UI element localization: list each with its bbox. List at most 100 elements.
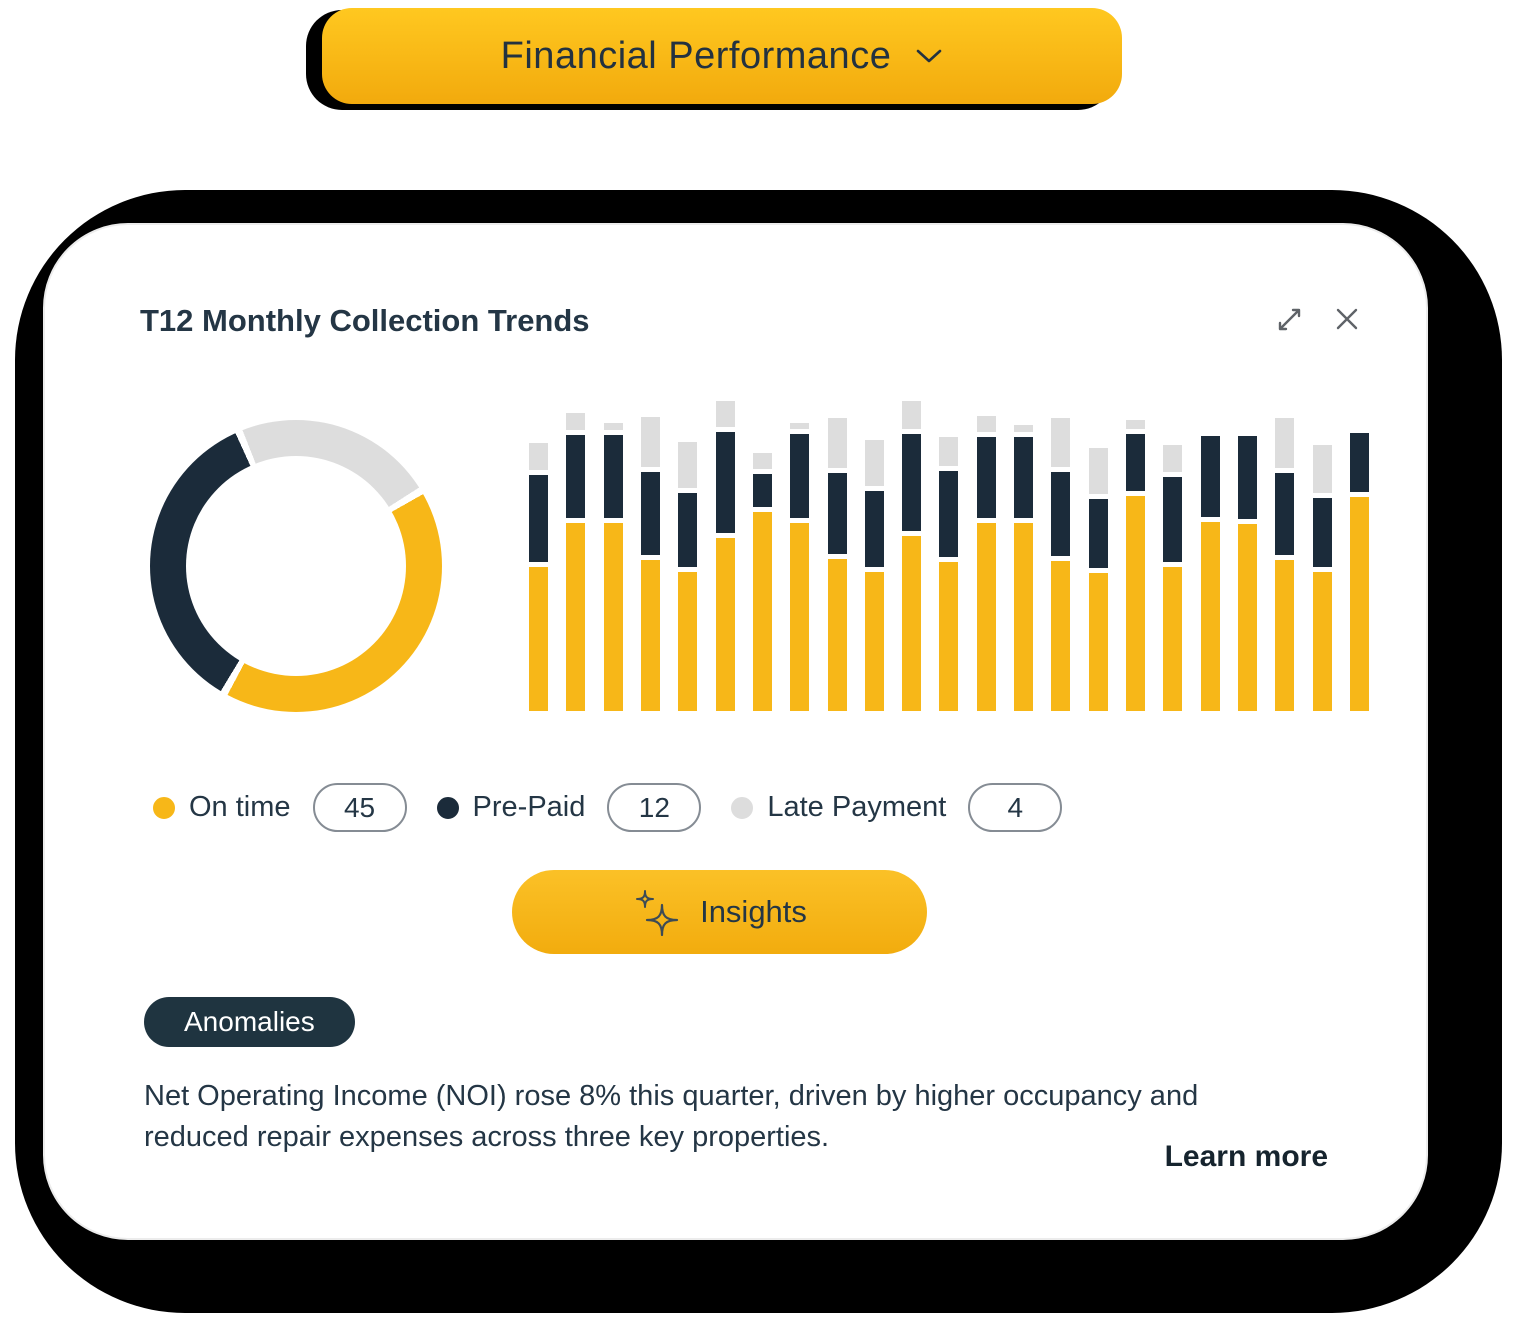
stacked-bar [1163, 445, 1183, 711]
payment-status-donut-chart [150, 420, 442, 712]
bar-segment-on-time [939, 562, 959, 711]
legend-label: On time [189, 791, 291, 823]
stacked-bar [902, 401, 922, 711]
bar-segment-on-time [678, 572, 698, 711]
financial-performance-button[interactable]: Financial Performance [322, 8, 1122, 104]
bar-segment-pre-paid [603, 435, 623, 518]
legend-label: Pre-Paid [472, 791, 586, 823]
bar-segment-late-payment [1014, 425, 1034, 432]
bar-segment-on-time [902, 536, 922, 711]
bar-segment-late-payment [864, 440, 884, 486]
bar-segment-late-payment [640, 417, 660, 467]
bar-segment-on-time [790, 523, 810, 711]
bar-segment-on-time [976, 523, 996, 711]
monthly-collections-bar-chart [529, 392, 1369, 711]
card-title: T12 Monthly Collection Trends [140, 303, 590, 338]
bar-segment-on-time [715, 538, 735, 711]
bar-segment-late-payment [603, 423, 623, 430]
legend-label: Late Payment [767, 791, 947, 823]
bar-segment-pre-paid [1014, 437, 1034, 518]
bar-segment-on-time [1349, 497, 1369, 711]
anomalies-badge: Anomalies [144, 997, 355, 1047]
bar-segment-late-payment [939, 437, 959, 466]
bar-segment-on-time [827, 559, 847, 711]
sparkles-icon [636, 890, 679, 936]
legend-item-late-payment[interactable]: Late Payment 4 [731, 783, 1063, 832]
bar-segment-pre-paid [976, 437, 996, 518]
bar-segment-pre-paid [1088, 499, 1108, 568]
bar-segment-late-payment [529, 443, 548, 470]
bar-segment-on-time [1051, 561, 1071, 711]
stacked-bar [1349, 433, 1369, 711]
stacked-bar [939, 437, 959, 711]
bar-segment-on-time [1200, 522, 1220, 711]
legend-count-badge: 45 [312, 783, 407, 832]
close-button[interactable] [1325, 297, 1369, 341]
bar-segment-on-time [1126, 496, 1145, 711]
bar-segment-pre-paid [529, 475, 548, 562]
expand-button[interactable] [1267, 297, 1311, 341]
stacked-bar [715, 401, 735, 711]
bar-segment-pre-paid [790, 434, 810, 518]
bar-segment-pre-paid [939, 471, 959, 557]
learn-more-link[interactable]: Learn more [1164, 1140, 1328, 1173]
insights-label: Insights [700, 894, 807, 929]
chevron-down-icon [917, 49, 942, 62]
bar-segment-pre-paid [752, 474, 772, 507]
bar-segment-late-payment [1312, 445, 1332, 493]
stacked-bar [566, 413, 586, 711]
bar-segment-late-payment [566, 413, 586, 430]
legend-item-on-time[interactable]: On time 45 [153, 783, 407, 832]
stacked-bar [529, 443, 548, 711]
bar-segment-late-payment [790, 423, 810, 429]
bar-segment-late-payment [752, 453, 772, 469]
bar-segment-pre-paid [1275, 473, 1295, 555]
bar-segment-on-time [1014, 523, 1034, 711]
bar-segment-pre-paid [864, 491, 884, 567]
bar-segment-on-time [1088, 573, 1108, 711]
bar-segment-pre-paid [1051, 472, 1071, 556]
stacked-bar [1312, 445, 1332, 711]
bar-segment-on-time [1163, 567, 1183, 711]
bar-segment-late-payment [715, 401, 735, 427]
bar-segment-pre-paid [1349, 433, 1369, 492]
legend-count-badge: 4 [968, 783, 1063, 832]
stacked-bar [752, 453, 772, 711]
bar-segment-pre-paid [1126, 434, 1145, 491]
legend-item-pre-paid[interactable]: Pre-Paid 12 [436, 783, 702, 832]
donut-hole [186, 456, 406, 676]
legend-dot-icon [153, 796, 175, 819]
chart-legend: On time 45 Pre-Paid 12 Late Payment 4 [153, 783, 1063, 832]
collection-trends-card: T12 Monthly Collection Trends On time 45 P… [43, 223, 1428, 1240]
bar-segment-on-time [1312, 572, 1332, 711]
bar-segment-pre-paid [1200, 436, 1220, 517]
legend-dot-icon [436, 796, 459, 819]
stacked-bar [1088, 448, 1108, 711]
legend-count-badge: 12 [607, 783, 702, 832]
stacked-bar [1237, 436, 1257, 711]
bar-segment-on-time [1275, 560, 1295, 711]
insights-button[interactable]: Insights [512, 870, 927, 954]
bar-segment-late-payment [1275, 418, 1295, 468]
bar-segment-on-time [566, 523, 586, 711]
bar-segment-late-payment [827, 418, 847, 468]
close-icon [1336, 308, 1358, 330]
bar-segment-pre-paid [1163, 477, 1183, 562]
bar-segment-pre-paid [1312, 498, 1332, 567]
stacked-bar [678, 442, 698, 711]
bar-segment-pre-paid [827, 473, 847, 554]
bar-segment-on-time [864, 572, 884, 711]
stacked-bar [1014, 425, 1034, 711]
stacked-bar [1200, 436, 1220, 711]
bar-segment-on-time [529, 567, 548, 711]
stacked-bar [864, 440, 884, 711]
stacked-bar [1126, 420, 1145, 711]
bar-segment-late-payment [1051, 418, 1071, 467]
bar-segment-pre-paid [566, 435, 586, 518]
stacked-bar [640, 417, 660, 711]
bar-segment-on-time [603, 523, 623, 711]
bar-segment-on-time [640, 560, 660, 711]
stacked-bar [603, 423, 623, 711]
expand-icon [1278, 308, 1301, 331]
legend-dot-icon [731, 796, 754, 819]
